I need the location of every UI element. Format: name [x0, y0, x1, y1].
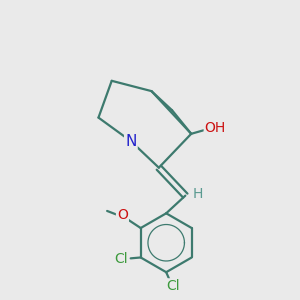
Text: Cl: Cl — [166, 279, 180, 293]
Text: OH: OH — [205, 121, 226, 135]
Text: Cl: Cl — [114, 252, 128, 266]
Text: N: N — [125, 134, 136, 149]
Text: O: O — [117, 208, 128, 222]
Text: H: H — [193, 187, 203, 201]
